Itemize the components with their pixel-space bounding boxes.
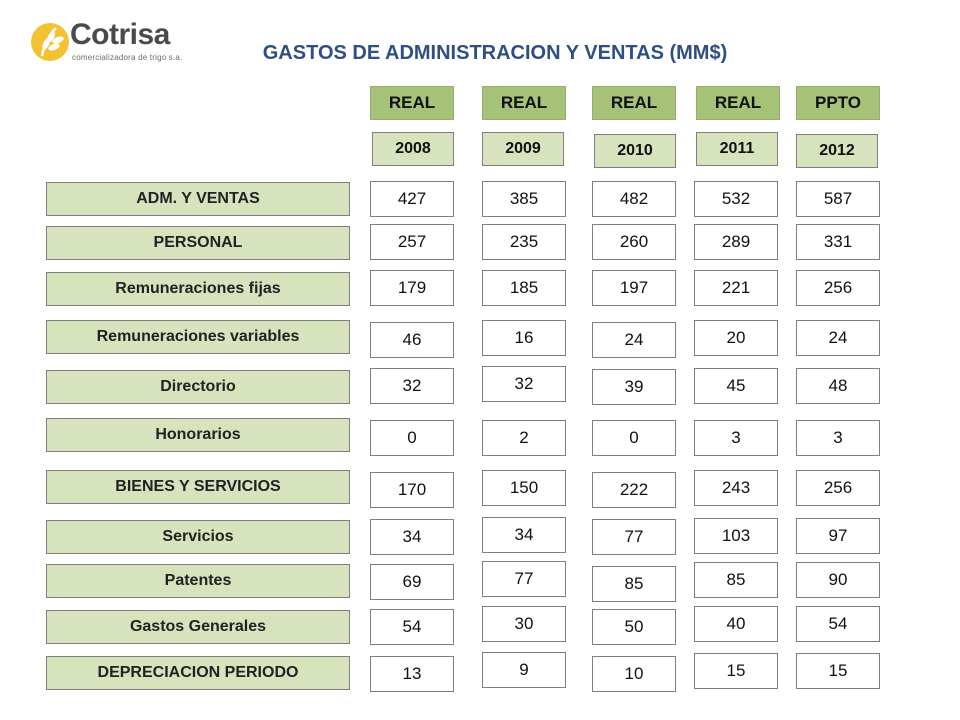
value-cell: 85 xyxy=(592,566,676,602)
row-label: BIENES Y SERVICIOS xyxy=(46,470,350,504)
column-year-header: 2009 xyxy=(482,132,564,166)
value-cell: 3 xyxy=(694,420,778,456)
column-year-header: 2010 xyxy=(594,134,676,168)
value-cell: 185 xyxy=(482,270,566,306)
value-cell: 260 xyxy=(592,224,676,260)
value-cell: 289 xyxy=(694,224,778,260)
row-label: Servicios xyxy=(46,520,350,554)
value-cell: 482 xyxy=(592,181,676,217)
row-label: ADM. Y VENTAS xyxy=(46,182,350,216)
value-cell: 0 xyxy=(592,420,676,456)
value-cell: 77 xyxy=(482,561,566,597)
company-logo: Cotrisa comercializadora de trigo s.a. xyxy=(30,18,200,68)
value-cell: 54 xyxy=(370,609,454,645)
value-cell: 45 xyxy=(694,368,778,404)
column-year-header: 2011 xyxy=(696,132,778,166)
value-cell: 0 xyxy=(370,420,454,456)
column-type-header: REAL xyxy=(482,86,566,120)
value-cell: 2 xyxy=(482,420,566,456)
wheat-icon xyxy=(31,23,69,61)
value-cell: 170 xyxy=(370,472,454,508)
row-label: Directorio xyxy=(46,370,350,404)
value-cell: 385 xyxy=(482,181,566,217)
value-cell: 85 xyxy=(694,562,778,598)
value-cell: 243 xyxy=(694,470,778,506)
value-cell: 39 xyxy=(592,369,676,405)
value-cell: 256 xyxy=(796,470,880,506)
value-cell: 50 xyxy=(592,609,676,645)
brand-name: Cotrisa xyxy=(70,18,170,51)
row-label: Patentes xyxy=(46,564,350,598)
value-cell: 24 xyxy=(592,322,676,358)
value-cell: 9 xyxy=(482,652,566,688)
value-cell: 179 xyxy=(370,270,454,306)
value-cell: 48 xyxy=(796,368,880,404)
value-cell: 54 xyxy=(796,606,880,642)
row-label: Honorarios xyxy=(46,418,350,452)
value-cell: 32 xyxy=(482,366,566,402)
value-cell: 69 xyxy=(370,564,454,600)
value-cell: 221 xyxy=(694,270,778,306)
value-cell: 77 xyxy=(592,519,676,555)
column-type-header: REAL xyxy=(592,86,676,120)
value-cell: 90 xyxy=(796,562,880,598)
value-cell: 3 xyxy=(796,420,880,456)
value-cell: 150 xyxy=(482,470,566,506)
value-cell: 197 xyxy=(592,270,676,306)
row-label: DEPRECIACION PERIODO xyxy=(46,656,350,690)
value-cell: 16 xyxy=(482,320,566,356)
value-cell: 257 xyxy=(370,224,454,260)
column-year-header: 2012 xyxy=(796,134,878,168)
column-type-header: REAL xyxy=(696,86,780,120)
value-cell: 34 xyxy=(482,517,566,553)
value-cell: 222 xyxy=(592,472,676,508)
value-cell: 15 xyxy=(796,653,880,689)
row-label: Gastos Generales xyxy=(46,610,350,644)
value-cell: 587 xyxy=(796,181,880,217)
value-cell: 15 xyxy=(694,653,778,689)
value-cell: 32 xyxy=(370,368,454,404)
value-cell: 10 xyxy=(592,656,676,692)
brand-tagline: comercializadora de trigo s.a. xyxy=(72,53,183,62)
value-cell: 235 xyxy=(482,224,566,260)
value-cell: 97 xyxy=(796,518,880,554)
row-label: PERSONAL xyxy=(46,226,350,260)
column-type-header: REAL xyxy=(370,86,454,120)
column-type-header: PPTO xyxy=(796,86,880,120)
row-label: Remuneraciones fijas xyxy=(46,272,350,306)
row-label: Remuneraciones variables xyxy=(46,320,350,354)
value-cell: 34 xyxy=(370,519,454,555)
value-cell: 46 xyxy=(370,322,454,358)
value-cell: 103 xyxy=(694,518,778,554)
page-title: GASTOS DE ADMINISTRACION Y VENTAS (MM$) xyxy=(262,42,728,64)
value-cell: 427 xyxy=(370,181,454,217)
value-cell: 256 xyxy=(796,270,880,306)
value-cell: 24 xyxy=(796,320,880,356)
column-year-header: 2008 xyxy=(372,132,454,166)
value-cell: 13 xyxy=(370,656,454,692)
value-cell: 30 xyxy=(482,606,566,642)
value-cell: 20 xyxy=(694,320,778,356)
value-cell: 331 xyxy=(796,224,880,260)
value-cell: 40 xyxy=(694,606,778,642)
value-cell: 532 xyxy=(694,181,778,217)
